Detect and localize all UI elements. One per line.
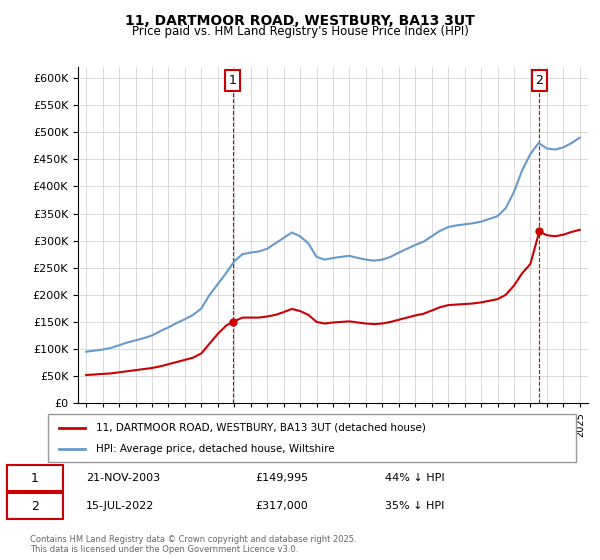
FancyBboxPatch shape [7,465,63,491]
FancyBboxPatch shape [7,493,63,519]
Text: HPI: Average price, detached house, Wiltshire: HPI: Average price, detached house, Wilt… [95,444,334,454]
Text: 11, DARTMOOR ROAD, WESTBURY, BA13 3UT: 11, DARTMOOR ROAD, WESTBURY, BA13 3UT [125,14,475,28]
Text: £317,000: £317,000 [255,501,308,511]
Text: 15-JUL-2022: 15-JUL-2022 [86,501,154,511]
Text: 1: 1 [31,472,39,485]
Text: Price paid vs. HM Land Registry's House Price Index (HPI): Price paid vs. HM Land Registry's House … [131,25,469,38]
Text: 44% ↓ HPI: 44% ↓ HPI [385,473,444,483]
Text: 35% ↓ HPI: 35% ↓ HPI [385,501,444,511]
Text: 21-NOV-2003: 21-NOV-2003 [86,473,160,483]
Text: 2: 2 [535,74,543,87]
Text: Contains HM Land Registry data © Crown copyright and database right 2025.
This d: Contains HM Land Registry data © Crown c… [30,535,356,554]
Text: 2: 2 [31,500,39,513]
FancyBboxPatch shape [48,414,576,462]
Text: 11, DARTMOOR ROAD, WESTBURY, BA13 3UT (detached house): 11, DARTMOOR ROAD, WESTBURY, BA13 3UT (d… [95,423,425,433]
Text: 1: 1 [229,74,236,87]
Text: £149,995: £149,995 [255,473,308,483]
